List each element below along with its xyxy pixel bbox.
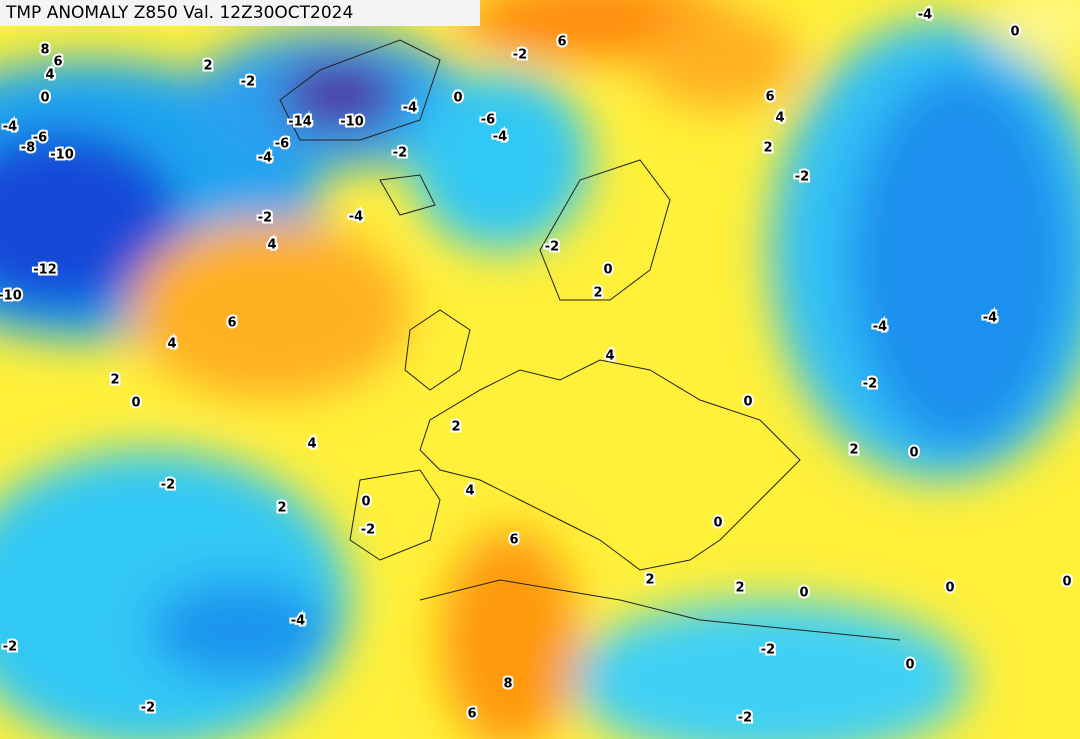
contour-label: -4	[258, 151, 272, 166]
contour-label: -4	[349, 210, 363, 225]
contour-label: -14	[288, 115, 312, 130]
contour-label: 2	[593, 286, 602, 301]
contour-label: 0	[1062, 575, 1071, 590]
contour-label: -4	[3, 120, 17, 135]
contour-label: 0	[603, 263, 612, 278]
coastlines	[279, 39, 901, 641]
contour-label: -12	[33, 263, 57, 278]
contour-label: 8	[503, 677, 512, 692]
contour-label: 2	[735, 581, 744, 596]
contour-label: 0	[713, 516, 722, 531]
contour-label: -2	[738, 711, 752, 726]
contour-label: 4	[605, 349, 614, 364]
contour-label: 4	[307, 437, 316, 452]
contour-label: 6	[467, 707, 476, 722]
contour-label: 6	[53, 55, 62, 70]
contour-label: 2	[110, 373, 119, 388]
contour-label: -2	[795, 170, 809, 185]
contour-label: 0	[453, 91, 462, 106]
contour-label: -2	[545, 240, 559, 255]
contour-label: -2	[513, 48, 527, 63]
contour-label: 0	[909, 446, 918, 461]
contour-label: -2	[393, 146, 407, 161]
contour-label: 0	[131, 396, 140, 411]
contour-label: -10	[340, 115, 364, 130]
contour-label: -8	[21, 141, 35, 156]
contour-label: 2	[451, 420, 460, 435]
contour-label: 4	[267, 238, 276, 253]
contour-label: 4	[167, 337, 176, 352]
contour-label: -10	[50, 148, 74, 163]
contour-label: 6	[227, 316, 236, 331]
contour-label: -2	[361, 523, 375, 538]
contour-label: -6	[481, 113, 495, 128]
title-background	[0, 0, 480, 26]
contour-label: 4	[45, 68, 54, 83]
contour-label: -4	[918, 8, 932, 23]
contour-label: 2	[849, 443, 858, 458]
contour-label: 2	[277, 501, 286, 516]
map-title: TMP ANOMALY Z850 Val. 12Z30OCT2024	[5, 3, 353, 23]
contour-label: -4	[493, 130, 507, 145]
contour-label: -2	[3, 640, 17, 655]
contour-label: -4	[291, 614, 305, 629]
contour-label: -4	[403, 101, 417, 116]
contour-label: 0	[1010, 25, 1019, 40]
contour-label: 2	[203, 59, 212, 74]
contour-label: 0	[743, 395, 752, 410]
contour-label: 4	[775, 111, 784, 126]
contour-label: -4	[873, 320, 887, 335]
contour-label: -2	[161, 478, 175, 493]
contour-label: -2	[258, 211, 272, 226]
contour-label: 6	[509, 533, 518, 548]
contour-label: 0	[905, 658, 914, 673]
contour-label: 4	[465, 484, 474, 499]
contour-label: 6	[557, 35, 566, 50]
contour-label: 2	[645, 573, 654, 588]
contour-label: -6	[275, 137, 289, 152]
contour-label: -2	[863, 377, 877, 392]
contour-label: 0	[945, 581, 954, 596]
contour-label: -2	[141, 701, 155, 716]
contour-label: 6	[765, 90, 774, 105]
contour-label: 0	[799, 586, 808, 601]
contour-label: 0	[361, 495, 370, 510]
contour-label: -6	[33, 131, 47, 146]
contour-label: -2	[241, 75, 255, 90]
contour-label: 0	[40, 91, 49, 106]
contour-label: -2	[761, 643, 775, 658]
contour-label: -4	[983, 311, 997, 326]
contour-label: -10	[0, 289, 22, 304]
contour-label: 2	[763, 141, 772, 156]
contour-label: 8	[40, 43, 49, 58]
